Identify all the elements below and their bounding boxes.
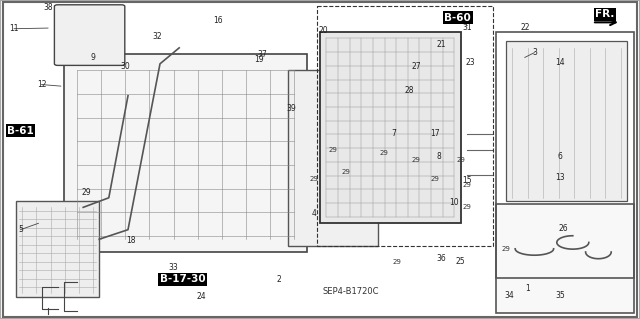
- Text: 29: 29: [412, 157, 420, 162]
- Text: 31: 31: [462, 23, 472, 32]
- Text: 29: 29: [463, 182, 472, 188]
- Text: 7: 7: [391, 130, 396, 138]
- Text: 23: 23: [465, 58, 476, 67]
- FancyBboxPatch shape: [54, 5, 125, 65]
- Bar: [320, 32, 461, 223]
- Bar: [496, 32, 634, 278]
- Text: 15: 15: [462, 176, 472, 185]
- Text: 14: 14: [555, 58, 565, 67]
- Text: 20: 20: [318, 26, 328, 35]
- Text: 29: 29: [456, 157, 465, 162]
- Text: 18: 18: [127, 236, 136, 245]
- Text: 33: 33: [168, 263, 178, 272]
- Text: FR.: FR.: [595, 9, 614, 19]
- Text: 12: 12: [37, 80, 46, 89]
- Bar: [506, 41, 627, 201]
- Text: 19: 19: [254, 55, 264, 63]
- Text: 29: 29: [380, 150, 388, 156]
- Text: 27: 27: [411, 63, 421, 71]
- Text: 21: 21: [437, 40, 446, 49]
- Text: 36: 36: [436, 254, 447, 263]
- Bar: [317, 6, 493, 246]
- Text: 29: 29: [501, 246, 510, 252]
- Text: 1: 1: [525, 284, 531, 293]
- Text: 5: 5: [18, 225, 23, 234]
- Bar: [64, 54, 307, 252]
- Text: 2: 2: [276, 275, 281, 284]
- Text: 34: 34: [504, 291, 514, 300]
- Text: 17: 17: [430, 130, 440, 138]
- Text: 32: 32: [152, 32, 162, 41]
- Text: B-60: B-60: [444, 12, 471, 23]
- Bar: [496, 204, 634, 313]
- Text: 24: 24: [196, 292, 207, 301]
- Text: 11: 11: [10, 24, 19, 33]
- Bar: [16, 201, 99, 297]
- Text: 39: 39: [286, 104, 296, 113]
- Text: B-61: B-61: [7, 126, 34, 136]
- Text: 35: 35: [555, 291, 565, 300]
- Text: 29: 29: [81, 189, 92, 197]
- Text: 16: 16: [212, 16, 223, 25]
- Text: 29: 29: [463, 204, 472, 210]
- Text: 6: 6: [557, 152, 563, 161]
- Text: 29: 29: [341, 169, 350, 175]
- Text: 29: 29: [431, 176, 440, 182]
- Text: 38: 38: [43, 4, 53, 12]
- Text: 13: 13: [555, 173, 565, 182]
- Text: 26: 26: [558, 224, 568, 233]
- Text: 30: 30: [120, 63, 130, 71]
- Text: B-17-30: B-17-30: [159, 274, 205, 284]
- Text: 9: 9: [90, 53, 95, 62]
- Text: 10: 10: [449, 198, 460, 207]
- Text: 29: 29: [392, 259, 401, 264]
- Text: 29: 29: [309, 176, 318, 182]
- Text: 4: 4: [311, 209, 316, 218]
- Text: 28: 28: [405, 86, 414, 95]
- Text: 3: 3: [532, 48, 537, 57]
- Text: 29: 29: [328, 147, 337, 153]
- Text: 22: 22: [520, 23, 529, 32]
- Text: 25: 25: [456, 257, 466, 266]
- Text: 8: 8: [436, 152, 441, 161]
- Text: 37: 37: [257, 50, 268, 59]
- Text: SEP4-B1720C: SEP4-B1720C: [323, 287, 379, 296]
- Bar: [288, 70, 378, 246]
